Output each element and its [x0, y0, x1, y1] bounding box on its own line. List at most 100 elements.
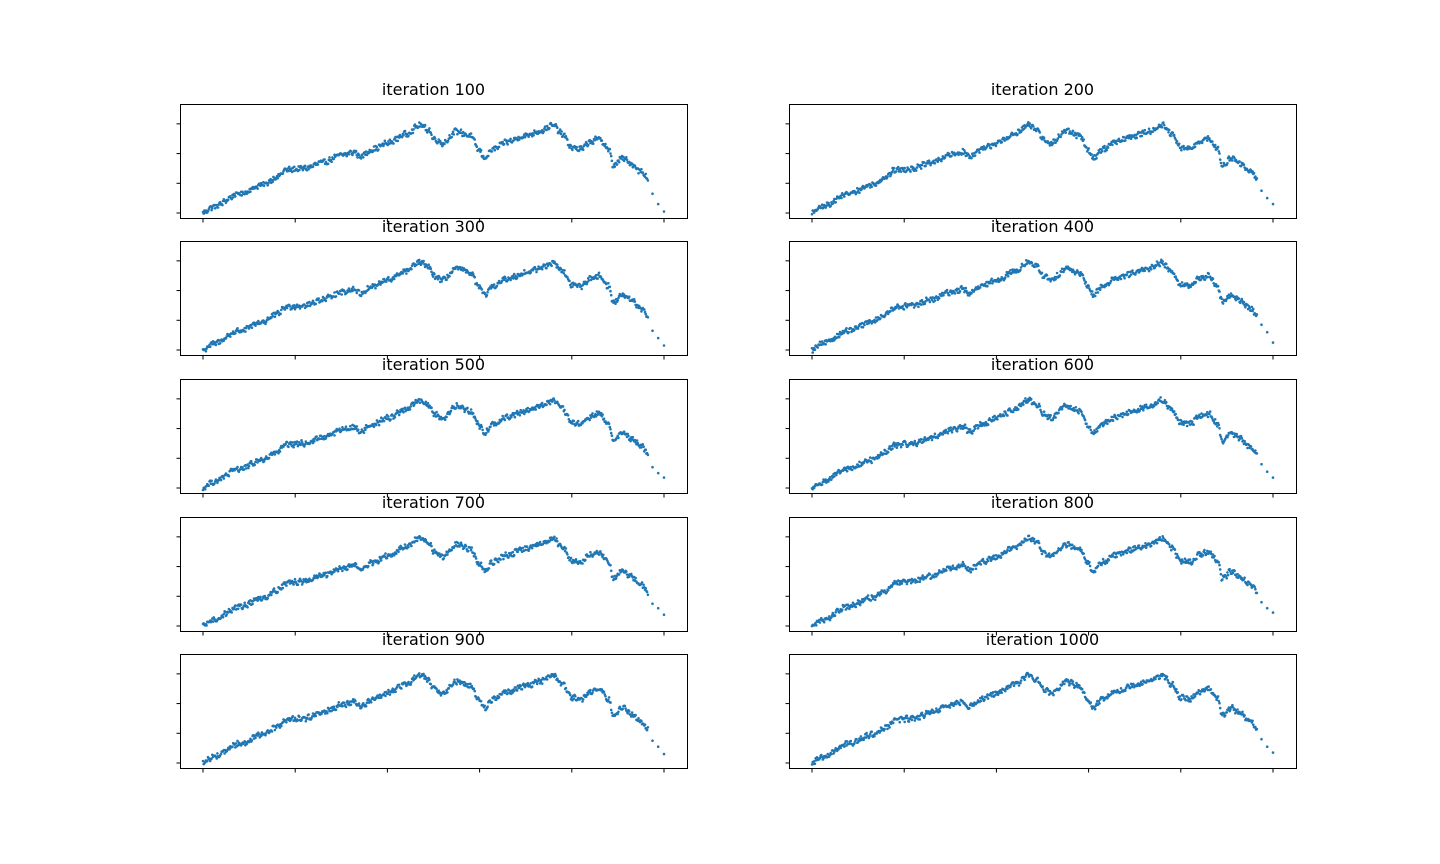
- data-point: [379, 559, 383, 562]
- subplot-1: iteration 100: [176, 80, 688, 223]
- data-point: [402, 134, 405, 137]
- data-point: [646, 179, 650, 182]
- data-point: [854, 605, 858, 609]
- data-point: [535, 130, 538, 134]
- data-point: [839, 194, 842, 197]
- data-point: [1271, 202, 1275, 206]
- data-point: [1119, 277, 1123, 281]
- data-point: [1027, 534, 1031, 538]
- data-point: [561, 134, 565, 138]
- data-point: [231, 196, 235, 199]
- data-point: [856, 327, 860, 330]
- data-point: [430, 133, 433, 137]
- data-point: [1240, 436, 1244, 440]
- data-point: [849, 465, 853, 469]
- data-point: [1234, 298, 1238, 302]
- data-point: [446, 553, 449, 556]
- data-point: [446, 139, 450, 143]
- data-point: [662, 613, 666, 616]
- scatter-series: [201, 397, 666, 492]
- data-point: [822, 620, 826, 624]
- data-point: [600, 139, 604, 142]
- data-point: [554, 123, 558, 126]
- subplot-4: iteration 400: [785, 217, 1297, 360]
- data-point: [224, 201, 228, 205]
- data-point: [1218, 158, 1222, 161]
- data-point: [1244, 305, 1247, 309]
- data-point: [357, 153, 361, 157]
- data-point: [415, 539, 419, 543]
- data-point: [530, 546, 534, 550]
- data-point: [287, 169, 290, 173]
- data-point: [1068, 130, 1072, 133]
- data-point: [1088, 564, 1092, 568]
- data-point: [866, 594, 870, 597]
- data-point: [927, 159, 931, 162]
- data-point: [919, 438, 923, 441]
- data-point: [1126, 270, 1130, 274]
- data-point: [945, 288, 949, 292]
- data-point: [232, 607, 236, 611]
- data-point: [840, 608, 844, 612]
- data-point: [968, 428, 972, 431]
- data-point: [441, 553, 444, 557]
- data-point: [609, 293, 613, 297]
- data-point: [607, 422, 611, 426]
- data-point: [407, 545, 410, 549]
- data-point: [538, 540, 542, 544]
- data-point: [1005, 550, 1009, 554]
- data-point: [443, 276, 447, 279]
- data-point: [1058, 274, 1062, 277]
- data-point: [492, 562, 496, 566]
- data-point: [943, 156, 947, 159]
- data-point: [1126, 412, 1130, 416]
- data-point: [870, 185, 873, 188]
- data-point: [504, 551, 507, 554]
- data-point: [415, 263, 418, 267]
- data-point: [267, 456, 271, 460]
- data-point: [840, 196, 843, 200]
- data-point: [1162, 123, 1166, 127]
- data-point: [295, 440, 299, 443]
- data-point: [211, 206, 214, 210]
- data-point: [550, 264, 553, 268]
- data-point: [850, 468, 854, 472]
- data-point: [355, 291, 359, 295]
- data-point: [607, 281, 610, 285]
- data-point: [1144, 403, 1148, 407]
- data-point: [873, 318, 876, 322]
- data-point: [347, 153, 351, 156]
- data-point: [603, 144, 606, 148]
- data-point: [1170, 548, 1173, 552]
- data-point: [965, 426, 968, 430]
- axes-frame: [789, 104, 1297, 219]
- data-point: [989, 146, 993, 150]
- data-point: [559, 267, 563, 271]
- scatter-series: [201, 535, 666, 627]
- data-point: [838, 335, 841, 339]
- data-point: [480, 425, 484, 429]
- data-point: [1044, 551, 1047, 555]
- data-point: [1216, 284, 1220, 288]
- data-point: [955, 430, 959, 433]
- data-point: [542, 130, 545, 133]
- data-point: [208, 345, 212, 349]
- data-point: [1218, 290, 1221, 293]
- data-point: [611, 575, 614, 578]
- data-point: [971, 152, 974, 155]
- data-point: [656, 471, 660, 475]
- data-point: [811, 351, 814, 354]
- data-point: [563, 132, 566, 136]
- data-point: [324, 299, 328, 303]
- data-point: [860, 188, 863, 191]
- data-point: [1089, 428, 1093, 432]
- data-point: [1219, 161, 1223, 165]
- data-point: [334, 295, 338, 298]
- data-point: [1106, 422, 1109, 426]
- data-point: [656, 606, 660, 610]
- data-point: [1059, 135, 1062, 139]
- data-point: [298, 168, 301, 172]
- data-point: [1038, 131, 1042, 134]
- data-point: [1143, 269, 1147, 273]
- data-point: [271, 314, 275, 318]
